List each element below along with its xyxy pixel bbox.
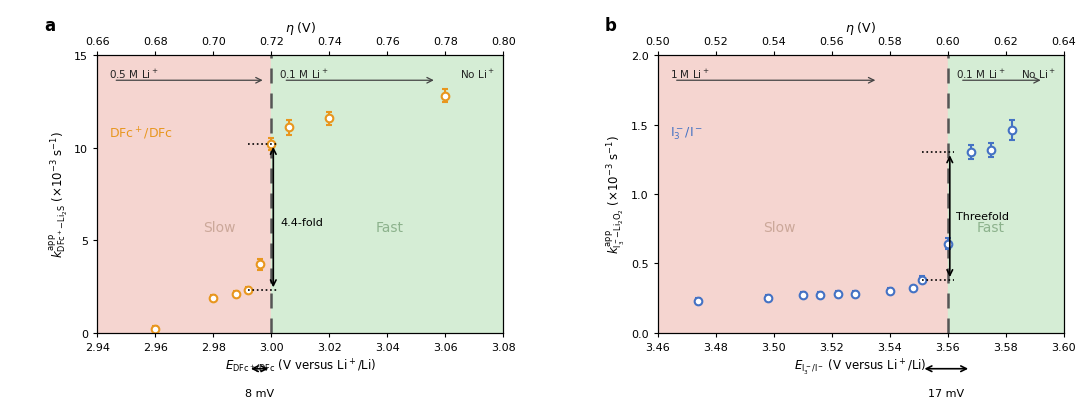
Text: 0.1 M Li$^+$: 0.1 M Li$^+$ [280,68,329,81]
Text: I$_3^-$/I$^-$: I$_3^-$/I$^-$ [670,126,703,142]
Text: 8 mV: 8 mV [245,388,274,398]
X-axis label: $E_{\mathrm{DFc^+/DFc}}$ (V versus Li$^+$/Li): $E_{\mathrm{DFc^+/DFc}}$ (V versus Li$^+… [225,356,376,373]
Y-axis label: $k^{\mathrm{app}}_{\mathrm{I_3^-{-}Li_2O_2}}$ ($\times$10$^{-3}$ s$^{-1}$): $k^{\mathrm{app}}_{\mathrm{I_3^-{-}Li_2O… [605,135,626,254]
Bar [948,56,1064,333]
Text: No Li$^+$: No Li$^+$ [460,68,496,81]
Text: No Li$^+$: No Li$^+$ [1021,68,1055,81]
Text: Slow: Slow [203,221,235,235]
Bar [97,56,271,333]
Text: Slow: Slow [764,221,796,235]
X-axis label: $\eta$ (V): $\eta$ (V) [285,20,315,36]
X-axis label: $\eta$ (V): $\eta$ (V) [846,20,876,36]
Y-axis label: $k^{\mathrm{app}}_{\mathrm{DFc^+{-}Li_2S}}$ ($\times$10$^{-3}$ s$^{-1}$): $k^{\mathrm{app}}_{\mathrm{DFc^+{-}Li_2S… [49,131,70,258]
Text: 0.5 M Li$^+$: 0.5 M Li$^+$ [109,68,159,81]
Bar [658,56,948,333]
Text: DFc$^+$/DFc: DFc$^+$/DFc [109,126,174,142]
Text: 4.4-fold: 4.4-fold [280,217,323,227]
Bar [271,56,503,333]
Text: 17 mV: 17 mV [928,388,964,398]
Text: b: b [605,17,617,35]
Text: Fast: Fast [376,221,404,235]
Text: a: a [44,17,55,35]
Text: Fast: Fast [976,221,1004,235]
Text: Threefold: Threefold [957,212,1010,222]
Text: 0.1 M Li$^+$: 0.1 M Li$^+$ [956,68,1005,81]
Text: 1 M Li$^+$: 1 M Li$^+$ [670,68,710,81]
X-axis label: $E_{\mathrm{I_3^-/I^-}}$ (V versus Li$^+$/Li): $E_{\mathrm{I_3^-/I^-}}$ (V versus Li$^+… [795,356,927,376]
